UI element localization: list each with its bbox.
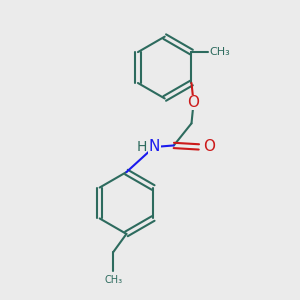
Text: O: O (187, 95, 199, 110)
Text: O: O (203, 140, 215, 154)
Text: CH₃: CH₃ (104, 275, 122, 285)
Text: N: N (148, 140, 160, 154)
Text: H: H (137, 140, 147, 154)
Text: CH₃: CH₃ (209, 47, 230, 57)
